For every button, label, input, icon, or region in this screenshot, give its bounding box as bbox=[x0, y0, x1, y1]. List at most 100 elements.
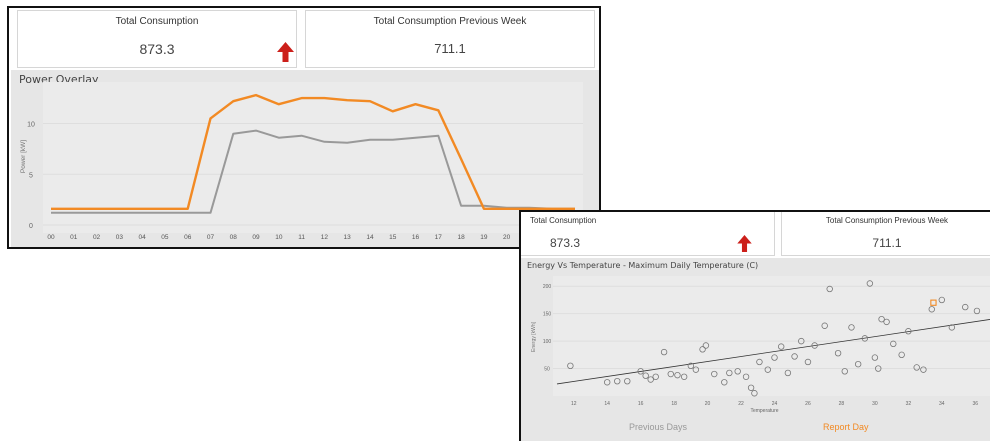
scatter-point-previous-day[interactable] bbox=[791, 353, 798, 360]
scatter-point-previous-day[interactable] bbox=[804, 358, 812, 366]
scatter-point-previous-day[interactable] bbox=[928, 306, 935, 313]
scatter-point-previous-day[interactable] bbox=[674, 371, 681, 379]
x-tick-label: 01 bbox=[70, 234, 78, 241]
scatter-point-previous-day[interactable] bbox=[614, 377, 621, 385]
scatter-point-previous-day[interactable] bbox=[747, 384, 755, 391]
energy-scatter-chart: 50 100 150 200 12 14 16 18 20 22 24 26 28 30 32 34 36 Tem… bbox=[531, 276, 990, 414]
x-tick-label: 32 bbox=[906, 401, 912, 407]
scatter-point-previous-day[interactable] bbox=[841, 368, 848, 375]
scatter-point-previous-day[interactable] bbox=[702, 342, 710, 349]
scatter-point-previous-day[interactable] bbox=[890, 340, 897, 348]
x-tick-label: 11 bbox=[298, 234, 305, 241]
x-tick-label: 05 bbox=[161, 234, 169, 241]
x-tick-label: 00 bbox=[47, 234, 55, 241]
scatter-point-previous-day[interactable] bbox=[726, 369, 733, 377]
x-tick-label: 36 bbox=[972, 401, 978, 407]
x-tick-label: 09 bbox=[252, 234, 260, 241]
scatter-point-previous-day[interactable] bbox=[734, 368, 741, 375]
scatter-point-previous-day[interactable] bbox=[905, 328, 912, 335]
trend-line bbox=[556, 319, 990, 385]
scatter-point-previous-day[interactable] bbox=[913, 364, 920, 371]
scatter-point-previous-day[interactable] bbox=[948, 324, 956, 331]
scatter-point-previous-day[interactable] bbox=[652, 373, 659, 380]
kpi-title: Total Consumption bbox=[115, 16, 199, 27]
scatter-point-previous-day[interactable] bbox=[848, 324, 855, 331]
scatter-point-previous-day[interactable] bbox=[711, 370, 718, 378]
y-tick-label: 200 bbox=[543, 284, 552, 290]
scatter-point-previous-day[interactable] bbox=[871, 354, 879, 361]
scatter-point-previous-day[interactable] bbox=[751, 390, 758, 397]
scatter-point-previous-day[interactable] bbox=[898, 351, 905, 359]
scatter-point-previous-day[interactable] bbox=[742, 373, 750, 380]
kpi-value: 711.1 bbox=[872, 236, 902, 250]
scatter-point-previous-day[interactable] bbox=[834, 349, 842, 357]
scatter-point-previous-day[interactable] bbox=[938, 296, 946, 304]
scatter-point-previous-day[interactable] bbox=[875, 365, 882, 372]
series-line-previous bbox=[51, 129, 575, 214]
scatter-point-previous-day[interactable] bbox=[647, 376, 654, 383]
plot-background bbox=[553, 276, 990, 396]
x-tick-label: 22 bbox=[738, 401, 744, 407]
scatter-point-previous-day[interactable] bbox=[811, 342, 818, 349]
scatter-point-previous-day[interactable] bbox=[603, 379, 611, 386]
scatter-point-previous-day[interactable] bbox=[624, 377, 631, 385]
x-tick-label: 34 bbox=[939, 401, 945, 407]
x-tick-label: 20 bbox=[705, 401, 711, 407]
kpi-card-previous-week: Total Consumption Previous Week 711.1 bbox=[305, 10, 595, 68]
x-tick-label: 28 bbox=[839, 401, 845, 407]
scatter-point-previous-day[interactable] bbox=[692, 366, 700, 373]
chart-title: Energy Vs Temperature - Maximum Daily Te… bbox=[527, 261, 759, 270]
scatter-point-previous-day[interactable] bbox=[680, 373, 688, 380]
x-tick-label: 12 bbox=[321, 234, 329, 241]
x-tick-label: 26 bbox=[805, 401, 811, 407]
scatter-point-previous-day[interactable] bbox=[667, 370, 674, 378]
x-tick-label: 20 bbox=[503, 234, 511, 241]
scatter-point-report-day[interactable] bbox=[930, 299, 937, 306]
scatter-point-previous-day[interactable] bbox=[920, 366, 927, 373]
scatter-point-previous-day[interactable] bbox=[878, 315, 885, 323]
y-axis-label: Power [kW] bbox=[20, 140, 27, 173]
y-tick-label: 0 bbox=[29, 223, 33, 230]
scatter-point-previous-day[interactable] bbox=[637, 368, 644, 375]
kpi-card-total-consumption: Total Consumption 873.3 bbox=[521, 212, 775, 256]
x-tick-label: 13 bbox=[344, 234, 352, 241]
scatter-point-previous-day[interactable] bbox=[962, 303, 969, 311]
x-tick-label: 12 bbox=[571, 401, 577, 407]
scatter-point-previous-day[interactable] bbox=[826, 285, 833, 293]
x-tick-label: 19 bbox=[480, 234, 488, 241]
x-tick-label: 24 bbox=[772, 401, 778, 407]
series-line-report bbox=[51, 93, 575, 211]
scatter-point-previous-day[interactable] bbox=[567, 362, 574, 370]
plot-background bbox=[43, 82, 583, 233]
scatter-point-previous-day[interactable] bbox=[821, 322, 828, 329]
scatter-point-previous-day[interactable] bbox=[883, 318, 890, 326]
x-tick-label: 10 bbox=[275, 234, 283, 241]
scatter-point-previous-day[interactable] bbox=[660, 348, 668, 356]
dashboard-panel-energy: Total Consumption 873.3 Total Consumptio… bbox=[519, 210, 990, 441]
x-tick-label: 03 bbox=[116, 234, 124, 241]
scatter-point-previous-day[interactable] bbox=[866, 280, 874, 287]
x-tick-label: 30 bbox=[872, 401, 878, 407]
scatter-point-previous-day[interactable] bbox=[798, 337, 805, 345]
scatter-point-previous-day[interactable] bbox=[777, 343, 785, 350]
scatter-point-previous-day[interactable] bbox=[699, 346, 706, 353]
energy-temperature-chart: Energy Vs Temperature - Maximum Daily Te… bbox=[521, 258, 990, 441]
scatter-point-previous-day[interactable] bbox=[642, 372, 649, 379]
scatter-point-previous-day[interactable] bbox=[784, 369, 792, 377]
arrow-up-icon bbox=[277, 42, 294, 62]
scatter-point-previous-day[interactable] bbox=[861, 335, 869, 342]
scatter-point-previous-day[interactable] bbox=[973, 307, 981, 315]
scatter-point-previous-day[interactable] bbox=[721, 379, 728, 386]
scatter-point-previous-day[interactable] bbox=[687, 362, 695, 370]
scatter-point-previous-day[interactable] bbox=[771, 354, 778, 361]
y-tick-label: 50 bbox=[544, 367, 550, 373]
scatter-point-previous-day[interactable] bbox=[854, 360, 862, 368]
scatter-point-previous-day[interactable] bbox=[756, 358, 763, 366]
legend-previous-days[interactable]: Previous Days bbox=[629, 422, 688, 432]
x-tick-label: 14 bbox=[604, 401, 610, 407]
legend-report-day[interactable]: Report Day bbox=[823, 422, 869, 432]
x-axis-label: Temperature bbox=[750, 408, 778, 414]
scatter-point-previous-day[interactable] bbox=[764, 366, 772, 373]
x-tick-label: 06 bbox=[184, 234, 192, 241]
